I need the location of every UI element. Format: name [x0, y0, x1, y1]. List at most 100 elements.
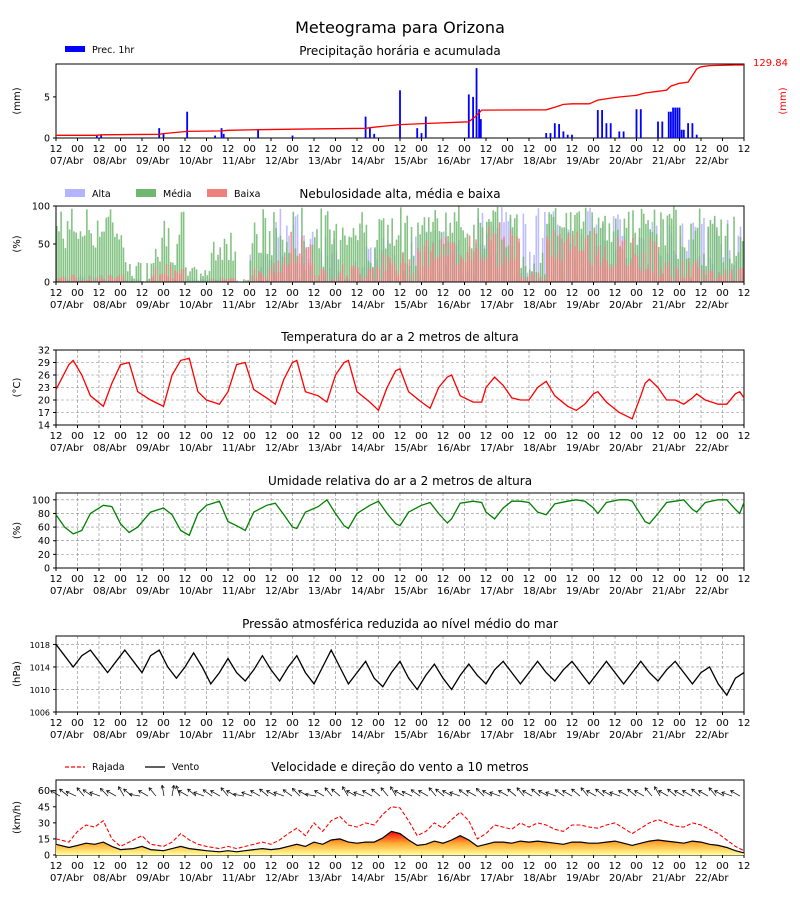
- cloud-bar-baixa: [589, 262, 591, 282]
- wind-arrow-head: [304, 792, 309, 797]
- cloud-bar-media: [266, 254, 269, 282]
- precip-bar: [100, 135, 103, 138]
- wind-arrow-head: [298, 790, 302, 794]
- cloud-bar-baixa: [331, 277, 333, 282]
- cloud-bar-media: [692, 239, 694, 282]
- x-tick-label: 00: [286, 718, 299, 729]
- cloud-bar-media: [251, 243, 254, 282]
- cloud-bar-baixa: [675, 266, 677, 282]
- x-tick-label: 00: [673, 718, 686, 729]
- wind-direction-arrow: [428, 787, 437, 797]
- cloud-bar-media: [703, 253, 705, 282]
- cloud-bar-media: [421, 225, 424, 282]
- cloud-bar-baixa: [339, 272, 342, 282]
- cloud-bar-baixa: [468, 235, 471, 282]
- cloud-bar-media: [427, 217, 430, 282]
- rh-line: [55, 498, 745, 537]
- wind-arrow-head: [82, 789, 87, 794]
- cloud-bar-media: [131, 275, 133, 282]
- y-tick-label: 14: [38, 421, 50, 432]
- cloud-bar-media: [86, 209, 88, 282]
- wind-arrow-head: [123, 788, 128, 793]
- legend-label-vento: Vento: [172, 762, 199, 773]
- cloud-bar-media: [68, 229, 71, 282]
- date-tick-label: 19/Abr: [566, 300, 600, 311]
- wind-arrow-head: [380, 787, 385, 792]
- y-tick-label: 0: [44, 564, 50, 575]
- x-tick-label: 00: [200, 431, 213, 442]
- cloud-bar-baixa: [266, 279, 269, 282]
- cloud-bar-media: [701, 265, 703, 282]
- y-tick-label: 29: [38, 358, 50, 369]
- cloud-bar-baixa: [434, 259, 436, 282]
- cloud-bar-baixa: [490, 240, 492, 282]
- x-tick-label: 00: [114, 431, 127, 442]
- cloud-bar-media: [64, 248, 67, 282]
- cloud-bar-media: [268, 231, 271, 282]
- x-tick-label: 00: [415, 718, 428, 729]
- precip-bar: [609, 123, 612, 138]
- precip-bar: [695, 134, 698, 138]
- y-tick-label: 80: [38, 509, 50, 520]
- wind-direction-arrow: [449, 791, 461, 797]
- cloud-bar-baixa: [221, 277, 224, 282]
- x-tick-label: 12: [738, 861, 751, 872]
- cloud-bar-media: [344, 235, 346, 282]
- cloud-bar-baixa: [660, 268, 662, 282]
- cloud-bar-baixa: [275, 273, 277, 282]
- cloud-bar-baixa: [298, 253, 301, 282]
- cloud-bar-media: [204, 270, 206, 282]
- cloud-bar-baixa: [470, 259, 473, 282]
- cloud-bar-media: [56, 226, 58, 282]
- cloud-bar-baixa: [716, 278, 718, 282]
- y-tick-label: 100: [32, 495, 50, 506]
- cloud-bar-media: [522, 256, 525, 282]
- x-tick-label: 12: [222, 288, 235, 299]
- cloud-bar-media: [73, 231, 75, 282]
- wind-arrow-head: [314, 790, 318, 794]
- cloud-bar-media: [350, 237, 353, 282]
- cloud-bar-baixa: [584, 238, 587, 282]
- cloud-bar-baixa: [116, 276, 118, 282]
- cloud-bar-baixa: [180, 269, 183, 282]
- cloud-bar-media: [501, 239, 503, 282]
- x-tick-label: 00: [716, 144, 729, 155]
- x-tick-label: 12: [351, 718, 364, 729]
- cloud-bar-media: [615, 218, 617, 282]
- cloud-bar-baixa: [182, 269, 185, 282]
- cloud-bar-media: [726, 224, 729, 282]
- wind-arrow-head: [428, 787, 433, 792]
- cloud-bar-media: [610, 241, 613, 282]
- date-tick-label: 21/Abr: [652, 443, 686, 454]
- x-tick-label: 12: [652, 861, 665, 872]
- cloud-bar-baixa: [281, 264, 284, 282]
- cloud-bar-baixa: [606, 260, 608, 282]
- cloud-bar-media: [578, 211, 581, 282]
- precip-bar: [661, 121, 664, 138]
- x-tick-label: 12: [50, 431, 63, 442]
- cloud-bar-media: [554, 208, 557, 282]
- cloud-bar-media: [387, 224, 389, 282]
- x-tick-label: 12: [308, 288, 321, 299]
- cloud-bar-baixa: [582, 251, 585, 282]
- x-tick-label: 00: [501, 431, 514, 442]
- x-tick-label: 12: [308, 431, 321, 442]
- y-tick-label: 0: [44, 851, 50, 862]
- wind-direction-arrow: [658, 790, 669, 797]
- wind-direction-arrow: [466, 790, 477, 797]
- wind-direction-arrow: [522, 790, 533, 797]
- date-tick-label: 13/Abr: [308, 300, 342, 311]
- y-tick-label: 50: [38, 240, 50, 251]
- cloud-bar-baixa: [612, 267, 615, 282]
- x-tick-label: 00: [458, 144, 471, 155]
- x-tick-label: 00: [501, 574, 514, 585]
- cloud-bar-media: [709, 219, 712, 282]
- cloud-bar-media: [116, 233, 118, 282]
- cloud-bar-media: [178, 234, 181, 282]
- x-tick-label: 12: [523, 718, 536, 729]
- x-tick-label: 00: [71, 574, 84, 585]
- x-tick-label: 12: [695, 861, 708, 872]
- cloud-bar-baixa: [460, 255, 462, 282]
- y-axis-label: (°C): [12, 378, 23, 398]
- cloud-bar-baixa: [283, 256, 286, 282]
